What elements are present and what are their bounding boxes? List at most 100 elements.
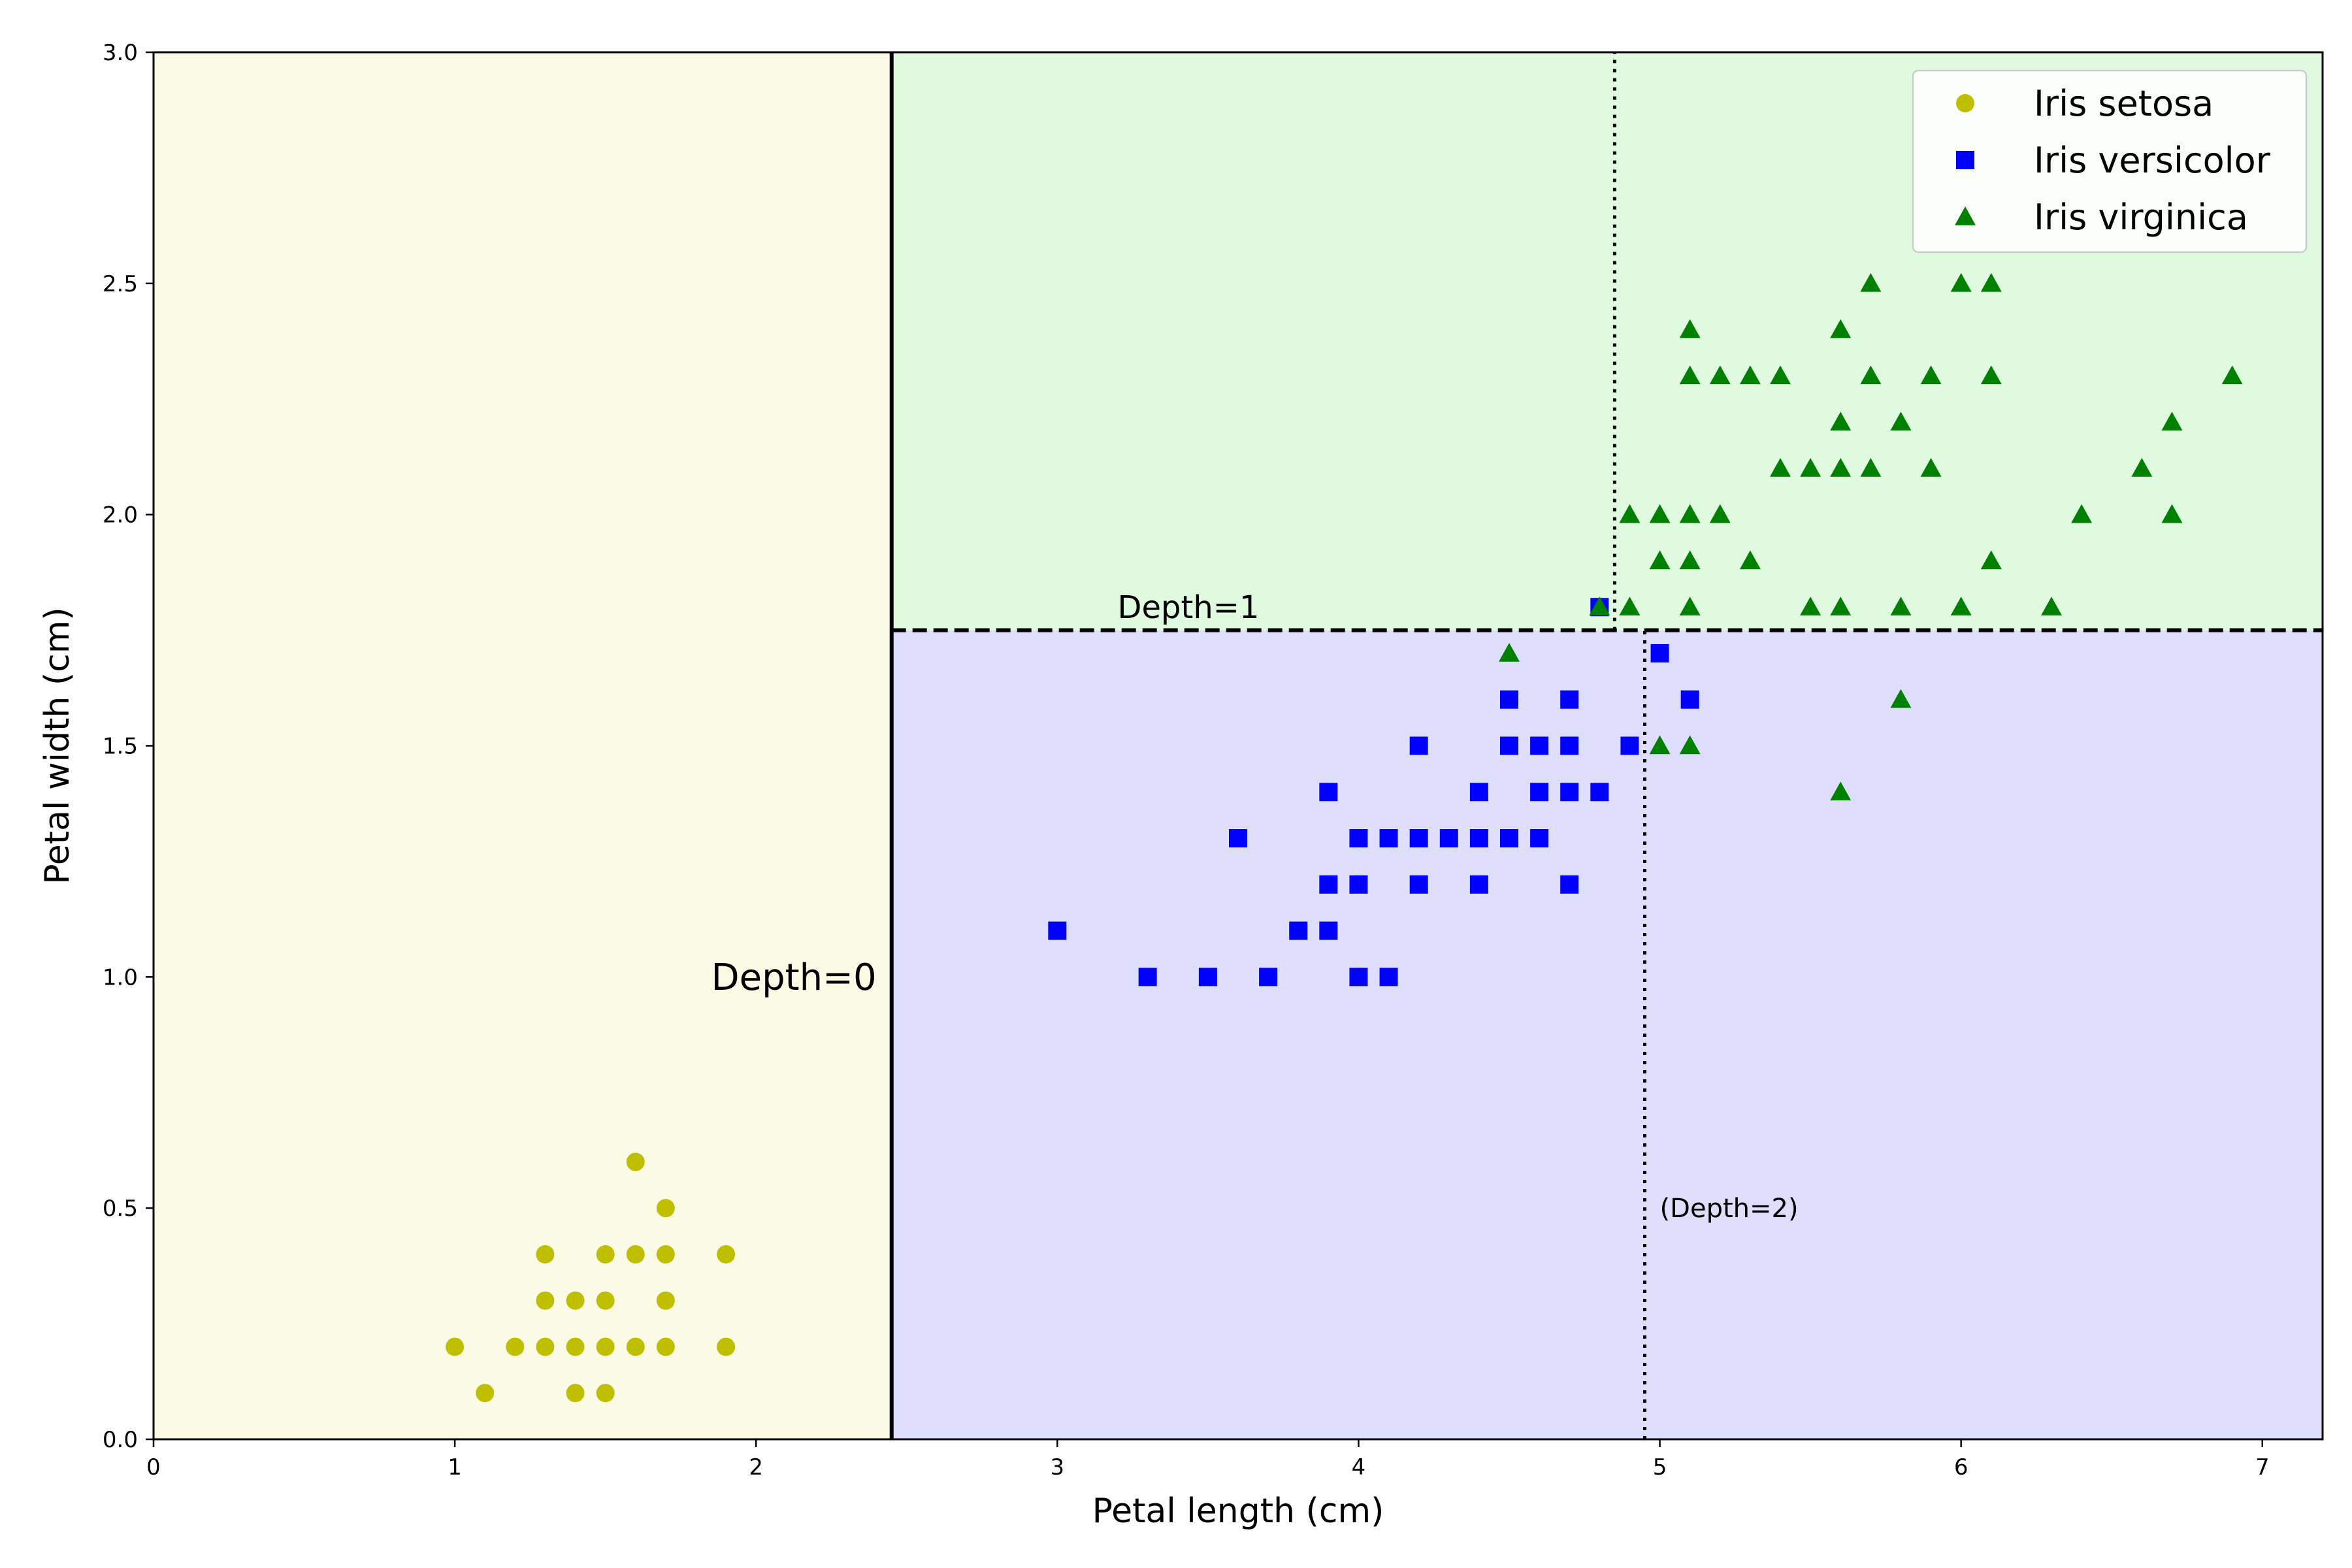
data-point <box>1560 783 1579 802</box>
data-point <box>1590 783 1609 802</box>
y-axis-label: Petal width (cm) <box>38 607 77 884</box>
x-tick-label: 3 <box>1051 1454 1065 1480</box>
data-point <box>1950 272 1972 292</box>
data-point <box>1770 457 1791 477</box>
data-point <box>1499 642 1520 662</box>
data-point <box>1860 457 1882 477</box>
data-point <box>1530 829 1549 848</box>
data-point <box>1319 921 1338 940</box>
data-point <box>1739 550 1761 570</box>
depth-annotation: (Depth=2) <box>1660 1194 1799 1224</box>
data-point <box>1860 365 1882 385</box>
data-point <box>1319 875 1338 894</box>
legend: Iris setosa Iris versicolor Iris virginica <box>1912 69 2308 253</box>
data-point <box>1679 365 1701 385</box>
data-point <box>1770 365 1791 385</box>
data-point <box>506 1337 525 1356</box>
depth-annotation: Depth=0 <box>711 956 877 999</box>
data-point <box>1800 457 1821 477</box>
data-point <box>1890 412 1912 431</box>
data-point <box>1890 689 1912 708</box>
y-tick-label: 1.5 <box>103 734 138 760</box>
data-point <box>1679 319 1701 338</box>
x-tick-label: 2 <box>749 1454 763 1480</box>
depth-annotations: Depth=0 Depth=1 (Depth=2) <box>711 589 1799 1224</box>
data-point <box>1980 365 2002 385</box>
data-point <box>1379 829 1398 848</box>
x-axis-ticks: 0 1 2 3 4 5 6 7 <box>146 1439 2270 1480</box>
data-point <box>2131 457 2153 477</box>
legend-item: Iris setosa <box>1956 83 2213 124</box>
data-point <box>656 1291 675 1310</box>
x-tick-label: 1 <box>448 1454 462 1480</box>
data-point <box>1409 875 1428 894</box>
data-point <box>1679 550 1701 570</box>
data-point <box>656 1337 675 1356</box>
data-point <box>1709 365 1731 385</box>
legend-item: Iris versicolor <box>1956 140 2271 181</box>
data-point <box>1259 968 1278 987</box>
data-point <box>2161 412 2183 431</box>
data-point <box>1920 365 1942 385</box>
data-point <box>1860 272 1882 292</box>
data-point <box>2041 596 2062 615</box>
data-point <box>1349 968 1368 987</box>
data-point <box>1500 829 1518 848</box>
region <box>891 630 2323 1440</box>
region <box>154 52 892 1439</box>
data-point <box>1980 550 2002 570</box>
data-point <box>1560 736 1579 755</box>
data-point <box>717 1245 736 1264</box>
data-point <box>1048 921 1067 940</box>
decision-boundaries <box>889 52 2323 1439</box>
legend-marker <box>1955 206 1976 225</box>
y-axis-ticks: 0.0 0.5 1.0 1.5 2.0 2.5 3.0 <box>103 40 154 1453</box>
data-point <box>536 1245 555 1264</box>
x-tick-label: 7 <box>2255 1454 2270 1480</box>
data-point <box>1409 736 1428 755</box>
y-tick-label: 1.0 <box>103 964 138 990</box>
data-point <box>1830 457 1852 477</box>
data-point <box>1680 690 1699 709</box>
data-point <box>1650 644 1669 662</box>
legend-item: Iris virginica <box>1955 197 2248 238</box>
data-point <box>1800 596 1821 615</box>
data-point <box>1830 781 1852 801</box>
data-point <box>1469 829 1488 848</box>
y-tick-label: 2.5 <box>103 271 138 297</box>
data-point <box>1649 735 1671 755</box>
data-point <box>1349 829 1368 848</box>
y-tick-label: 0.0 <box>103 1427 138 1453</box>
data-point <box>536 1291 555 1310</box>
data-point <box>1560 875 1579 894</box>
data-point <box>1289 921 1308 940</box>
data-point <box>656 1245 675 1264</box>
legend-box <box>1912 69 2308 253</box>
data-point <box>2161 504 2183 523</box>
y-tick-label: 3.0 <box>103 40 138 66</box>
data-point <box>596 1245 615 1264</box>
data-point <box>536 1337 555 1356</box>
y-tick-label: 2.0 <box>103 502 138 529</box>
data-point <box>1319 783 1338 802</box>
x-tick-label: 4 <box>1352 1454 1366 1480</box>
legend-marker <box>1956 94 1974 112</box>
data-point <box>1409 829 1428 848</box>
data-point <box>1198 968 1217 987</box>
x-tick-label: 6 <box>1954 1454 1968 1480</box>
data-point <box>1950 596 1972 615</box>
data-points <box>446 272 2243 1403</box>
data-point <box>717 1337 736 1356</box>
depth-annotation: Depth=1 <box>1118 589 1260 626</box>
data-point <box>1589 596 1610 615</box>
data-point <box>1649 550 1671 570</box>
data-point <box>566 1337 585 1356</box>
data-point <box>1739 365 1761 385</box>
legend-label: Iris virginica <box>2034 197 2248 238</box>
data-point <box>1500 736 1518 755</box>
data-point <box>1619 596 1641 615</box>
data-point <box>2071 504 2093 523</box>
data-point <box>1620 736 1639 755</box>
data-point <box>1920 457 1942 477</box>
